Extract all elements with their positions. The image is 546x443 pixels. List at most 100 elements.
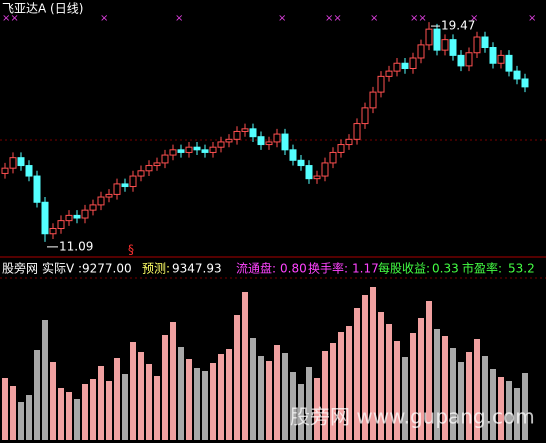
candle-body — [513, 70, 521, 80]
volume-bar — [194, 368, 200, 440]
candle-body — [241, 128, 249, 132]
watermark: 股旁网 www.gupang.com — [290, 405, 535, 429]
volume-bar — [234, 315, 240, 440]
volume-bar — [514, 388, 520, 440]
svg-text:×: × — [100, 13, 108, 24]
volume-bar — [498, 377, 504, 440]
info-label: 市盈率: — [462, 261, 502, 276]
candle-body — [193, 146, 201, 151]
candle-body — [369, 91, 377, 109]
volume-bar — [394, 341, 400, 440]
volume-bar — [306, 367, 312, 440]
candle-body — [257, 136, 265, 146]
signal-markers: ×× × × × ×× × ×× × × — [2, 13, 536, 24]
volume-bar — [266, 361, 272, 440]
volume-bar — [322, 351, 328, 440]
candle-body — [489, 47, 497, 64]
volume-bar — [418, 318, 424, 440]
volume-bar — [466, 352, 472, 440]
candle-body — [289, 149, 297, 161]
candle-body — [97, 196, 105, 206]
volume-bar — [58, 388, 64, 440]
candle-body — [417, 44, 425, 59]
candle-body — [129, 175, 137, 188]
candle-body — [353, 123, 361, 140]
volume-bar — [274, 345, 280, 440]
candle-body — [9, 157, 17, 169]
candle-body — [1, 167, 9, 174]
volume-bar — [82, 384, 88, 440]
candle-body — [449, 39, 457, 56]
candle-body — [233, 130, 241, 140]
volume-bar — [458, 362, 464, 440]
volume-bar — [146, 364, 152, 440]
volume-bar — [370, 287, 376, 440]
volume-bar — [2, 378, 8, 440]
volume-bar — [258, 356, 264, 440]
volume-bar — [50, 362, 56, 440]
candle-body — [521, 78, 529, 88]
candle-body — [313, 175, 321, 180]
candle-body — [425, 28, 433, 46]
info-value: 53.2 — [508, 262, 535, 276]
candle-body — [209, 146, 217, 153]
volume-bar — [130, 342, 136, 440]
volume-bar — [170, 322, 176, 440]
volume-bar — [426, 301, 432, 440]
volume-bar — [346, 326, 352, 440]
candle-body — [57, 220, 65, 230]
volume-bar — [178, 347, 184, 440]
candle-body — [33, 175, 41, 203]
candle-body — [361, 107, 369, 125]
volume-bar — [66, 392, 72, 440]
volume-bar — [450, 348, 456, 440]
volume-bar — [522, 373, 528, 440]
volume-bar — [202, 371, 208, 440]
candle-body — [17, 157, 25, 167]
svg-text:××: ×× — [2, 13, 19, 24]
volume-bar — [362, 295, 368, 440]
candle-body — [337, 144, 345, 153]
volume-bar — [442, 336, 448, 440]
volume-bar — [106, 381, 112, 440]
volume-bar — [154, 376, 160, 440]
candle-body — [249, 128, 257, 138]
candle-body — [433, 28, 441, 51]
candle-body — [89, 204, 97, 211]
candle-body — [473, 36, 481, 54]
volume-bar — [90, 379, 96, 440]
volume-bar — [250, 338, 256, 440]
volume-bar — [114, 358, 120, 440]
info-label: 流通盘: — [236, 261, 276, 276]
volume-bar — [186, 359, 192, 440]
volume-bar — [314, 378, 320, 440]
volume-bar — [482, 356, 488, 440]
svg-text:×: × — [470, 13, 478, 24]
volume-bar — [122, 374, 128, 440]
volume-bar — [490, 369, 496, 440]
volume-bar — [386, 324, 392, 440]
candle-body — [137, 170, 145, 177]
volume-bar — [10, 386, 16, 440]
volume-bar — [210, 363, 216, 440]
candle-body — [329, 151, 337, 164]
volume-bar — [226, 349, 232, 440]
candle-body — [305, 165, 313, 180]
candle-body — [265, 141, 273, 146]
volume-bar — [298, 384, 304, 440]
candle-body — [169, 149, 177, 156]
info-label: 实际V : — [42, 261, 82, 276]
candle-body — [41, 201, 49, 235]
info-value: 0.80 — [280, 262, 307, 276]
volume-bar — [42, 320, 48, 440]
candle-body — [377, 75, 385, 93]
volume-bar — [330, 343, 336, 440]
high-label: 19.47 — [441, 19, 475, 33]
candle-body — [185, 146, 193, 153]
volume-bar — [98, 366, 104, 440]
info-label: 换手率: — [308, 261, 348, 276]
candle-body — [177, 149, 185, 153]
site-label: 股旁网 — [2, 261, 38, 276]
info-value: 9277.00 — [82, 262, 132, 276]
